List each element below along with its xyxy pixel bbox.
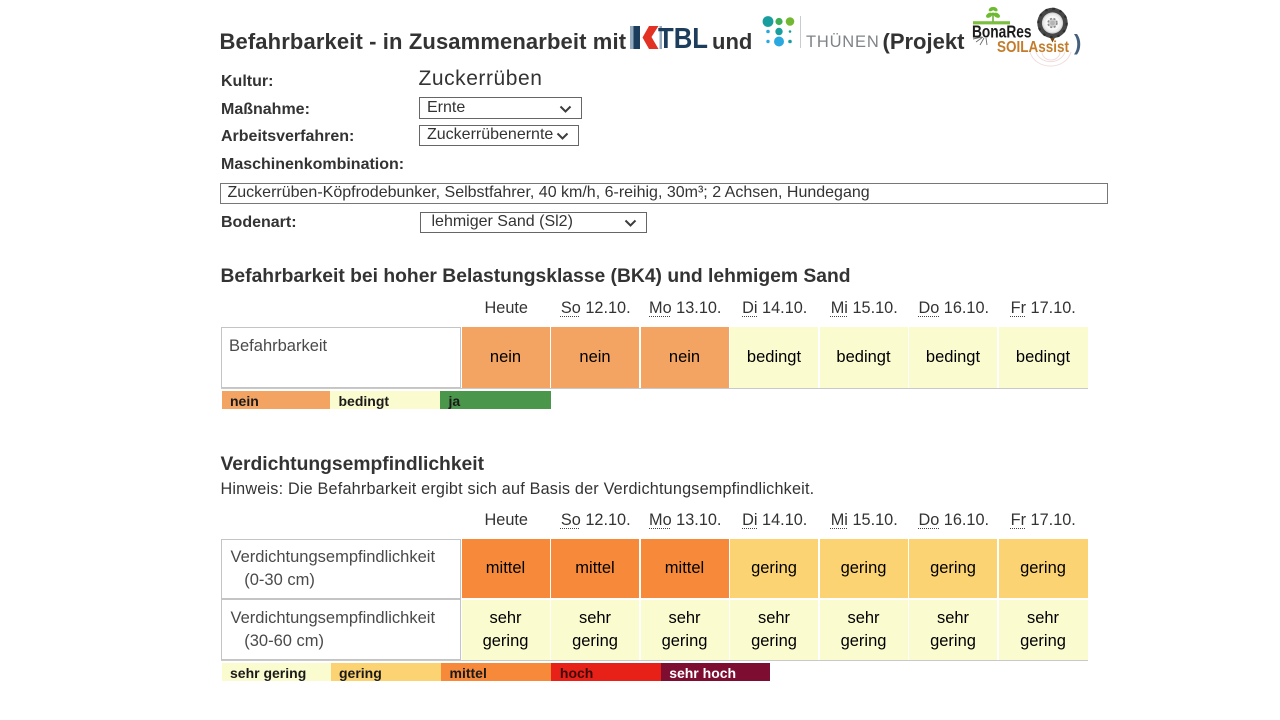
svg-text:TBL: TBL bbox=[658, 26, 708, 49]
svg-text:SOILAssist: SOILAssist bbox=[997, 39, 1070, 56]
svg-text:BonaRes: BonaRes bbox=[972, 21, 1032, 41]
svg-text:THÜNEN: THÜNEN bbox=[806, 33, 880, 51]
